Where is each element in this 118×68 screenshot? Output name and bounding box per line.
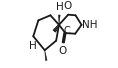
Text: C: C (64, 26, 71, 36)
Polygon shape (58, 15, 60, 25)
Text: H: H (56, 2, 64, 12)
Polygon shape (45, 50, 47, 61)
Text: O: O (58, 46, 66, 56)
Text: O: O (64, 1, 72, 11)
Text: NH: NH (82, 20, 98, 30)
Text: H: H (29, 41, 36, 51)
